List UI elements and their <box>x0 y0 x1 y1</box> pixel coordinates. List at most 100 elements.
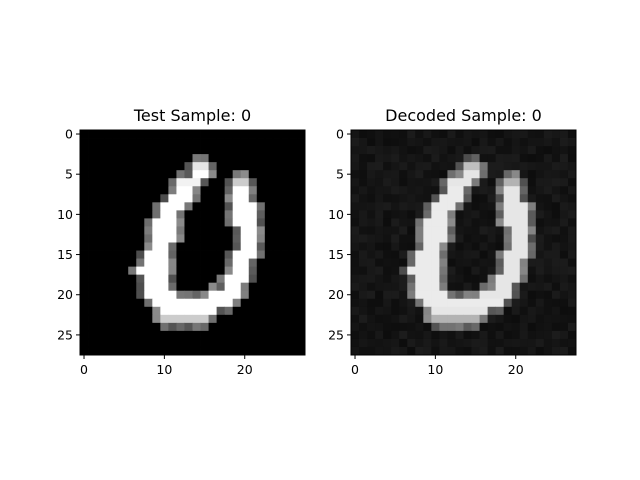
pixel <box>88 266 97 276</box>
pixel <box>208 234 218 243</box>
y-tick-label: 10 <box>57 207 73 222</box>
pixel <box>535 170 545 179</box>
pixel <box>551 154 561 163</box>
pixel <box>160 162 169 171</box>
pixel <box>120 154 129 163</box>
pixel <box>559 186 569 195</box>
pixel <box>144 210 153 219</box>
pixel <box>559 226 569 235</box>
pixel <box>112 194 121 203</box>
pixel <box>272 178 282 187</box>
pixel <box>152 298 161 308</box>
pixel <box>367 234 376 243</box>
pixel <box>455 130 464 139</box>
pixel <box>104 178 113 187</box>
pixel <box>527 338 537 348</box>
pixel <box>184 314 193 324</box>
pixel <box>375 242 384 251</box>
pixel <box>232 146 242 155</box>
pixel <box>176 250 185 259</box>
pixel <box>224 330 234 340</box>
pixel <box>383 306 392 316</box>
pixel <box>519 266 529 276</box>
pixel <box>527 282 537 292</box>
pixel <box>359 346 368 356</box>
pixel <box>479 162 489 171</box>
pixel <box>144 178 153 187</box>
pixel <box>288 130 298 139</box>
pixel <box>208 202 218 211</box>
pixel <box>463 194 472 203</box>
pixel <box>399 210 408 219</box>
pixel <box>535 306 545 316</box>
pixel <box>120 258 129 268</box>
pixel <box>96 346 105 356</box>
pixel <box>184 250 193 259</box>
pixel <box>144 274 153 284</box>
pixel <box>463 282 472 292</box>
pixel <box>407 146 416 155</box>
pixel <box>423 234 432 243</box>
pixel <box>128 314 137 324</box>
pixel <box>272 138 282 147</box>
pixel <box>439 306 448 316</box>
pixel <box>104 306 113 316</box>
pixel <box>120 266 129 276</box>
pixel <box>455 202 464 211</box>
pixel <box>176 314 185 324</box>
pixel <box>272 226 282 235</box>
pixel <box>535 266 545 276</box>
pixel <box>375 154 384 163</box>
pixel <box>200 298 209 308</box>
pixel <box>104 282 113 292</box>
pixel <box>216 298 226 308</box>
pixel <box>224 314 234 324</box>
pixel <box>224 194 234 203</box>
pixel <box>288 146 298 155</box>
pixel <box>359 226 368 235</box>
pixel <box>431 314 440 324</box>
pixel <box>272 218 282 227</box>
pixel <box>471 178 480 187</box>
pixel <box>447 266 456 276</box>
pixel <box>160 138 169 147</box>
pixel <box>439 210 448 219</box>
pixel <box>192 338 201 348</box>
pixel <box>503 210 513 219</box>
pixel <box>495 146 505 155</box>
pixel <box>447 306 456 316</box>
pixel <box>256 274 266 284</box>
pixel <box>232 138 242 147</box>
pixel <box>455 330 464 340</box>
pixel <box>144 154 153 163</box>
pixel <box>519 194 529 203</box>
pixel <box>535 330 545 340</box>
pixel <box>168 266 177 276</box>
pixel <box>407 258 416 268</box>
pixel <box>80 242 89 251</box>
pixel <box>383 202 392 211</box>
pixel <box>240 306 250 316</box>
pixel <box>128 330 137 340</box>
pixel <box>296 258 306 268</box>
pixel <box>399 346 408 356</box>
pixel <box>240 186 250 195</box>
pixel <box>551 186 561 195</box>
pixel <box>176 330 185 340</box>
pixel <box>96 322 105 332</box>
pixel <box>168 170 177 179</box>
x-tick-label: 10 <box>427 362 443 377</box>
pixel <box>519 338 529 348</box>
pixel <box>256 234 266 243</box>
pixel <box>160 290 169 300</box>
pixel <box>160 154 169 163</box>
pixel <box>399 314 408 324</box>
pixel <box>136 162 145 171</box>
pixel <box>216 170 226 179</box>
pixel <box>248 282 258 292</box>
pixel <box>184 346 193 356</box>
pixel <box>535 194 545 203</box>
pixel <box>128 154 137 163</box>
pixel <box>399 322 408 332</box>
